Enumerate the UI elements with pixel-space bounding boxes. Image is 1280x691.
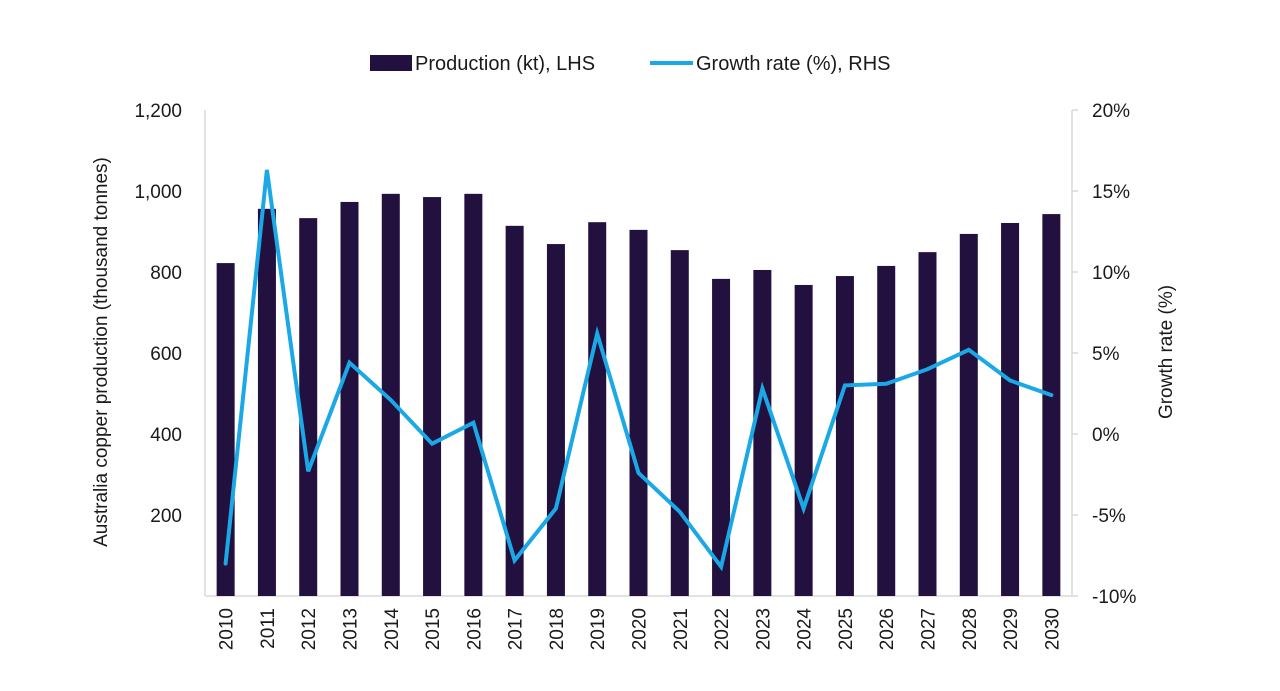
x-tick-label: 2021 xyxy=(671,608,692,650)
production-bar-2012 xyxy=(299,218,318,596)
x-tick-label: 2023 xyxy=(753,608,774,650)
legend: Production (kt), LHS Growth rate (%), RH… xyxy=(370,53,890,75)
legend-swatch-production xyxy=(370,55,412,71)
production-bar-2027 xyxy=(918,252,937,596)
right-tick-label: -5% xyxy=(1092,506,1126,527)
left-tick-label: 800 xyxy=(150,263,182,284)
legend-label-production: Production (kt), LHS xyxy=(415,53,595,75)
production-bar-2020 xyxy=(629,229,648,596)
production-bar-2017 xyxy=(505,225,524,596)
production-bar-2021 xyxy=(670,250,689,596)
legend-label-growth: Growth rate (%), RHS xyxy=(696,53,890,75)
x-tick-label: 2029 xyxy=(1001,608,1022,650)
x-tick-label: 2014 xyxy=(382,608,403,651)
left-tick-label: 1,000 xyxy=(134,182,182,203)
production-bar-2013 xyxy=(340,201,359,596)
x-tick-label: 2020 xyxy=(630,608,651,650)
production-bar-2026 xyxy=(877,265,896,596)
x-tick-label: 2030 xyxy=(1042,608,1063,650)
x-tick-label: 2019 xyxy=(588,608,609,650)
x-tick-label: 2015 xyxy=(423,608,444,650)
production-bar-2018 xyxy=(546,244,565,596)
x-tick-label: 2028 xyxy=(960,608,981,650)
right-tick-label: 5% xyxy=(1092,344,1120,365)
growth-line-layer xyxy=(223,169,1054,572)
right-tick-label: 10% xyxy=(1092,263,1130,284)
production-bar-2029 xyxy=(1001,222,1020,596)
production-bar-2014 xyxy=(381,193,400,596)
x-tick-label: 2012 xyxy=(299,608,320,650)
x-tick-label: 2024 xyxy=(795,608,816,651)
x-tick-label: 2025 xyxy=(836,608,857,650)
left-tick-label: 600 xyxy=(150,344,182,365)
left-axis-title: Australia copper production (thousand to… xyxy=(91,157,112,547)
x-tick-label: 2011 xyxy=(258,608,279,649)
production-bars xyxy=(216,193,1061,596)
production-bar-2015 xyxy=(423,197,442,596)
right-axis-ticks: -10% -5% 0% 5% 10% 15% 20% xyxy=(1072,101,1136,608)
x-axis-labels: 2010 2011 2012 2013 2014 2015 2016 2017 2018 2019… xyxy=(217,608,1064,651)
left-tick-label: 1,200 xyxy=(134,101,182,122)
right-tick-label: -10% xyxy=(1092,587,1136,608)
production-bar-2019 xyxy=(588,222,607,596)
left-axis-ticks: 200 400 600 800 1,000 1,200 xyxy=(134,101,182,527)
production-bar-2028 xyxy=(959,233,978,596)
x-tick-label: 2017 xyxy=(506,608,527,650)
x-tick-label: 2026 xyxy=(877,608,898,650)
production-bar-2016 xyxy=(464,193,483,596)
x-tick-label: 2027 xyxy=(919,608,940,650)
right-tick-label: 20% xyxy=(1092,101,1130,122)
x-tick-label: 2013 xyxy=(341,608,362,650)
x-tick-label: 2018 xyxy=(547,608,568,650)
production-bar-2030 xyxy=(1042,214,1061,596)
production-bar-2025 xyxy=(835,276,854,596)
production-bar-2023 xyxy=(753,269,772,596)
x-tick-label: 2016 xyxy=(464,608,485,650)
production-bar-2011 xyxy=(257,208,276,596)
left-tick-label: 400 xyxy=(150,425,182,446)
x-tick-label: 2022 xyxy=(712,608,733,650)
right-axis-title: Growth rate (%) xyxy=(1156,285,1177,419)
right-tick-label: 0% xyxy=(1092,425,1120,446)
x-tick-label: 2010 xyxy=(217,608,238,650)
left-tick-label: 200 xyxy=(150,506,182,527)
production-bar-2024 xyxy=(794,284,813,596)
right-tick-label: 15% xyxy=(1092,182,1130,203)
production-bar-2022 xyxy=(712,278,731,596)
